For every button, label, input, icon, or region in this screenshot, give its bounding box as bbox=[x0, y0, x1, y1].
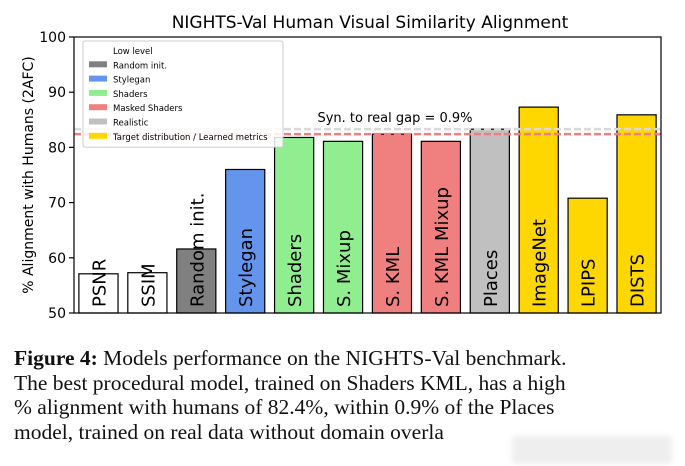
chart-title: NIGHTS-Val Human Visual Similarity Align… bbox=[172, 13, 569, 33]
y-tick-label: 70 bbox=[48, 196, 66, 212]
legend: Low level Random init. Stylegan Shaders Mask… bbox=[82, 40, 284, 148]
y-tick-label: 90 bbox=[48, 85, 66, 101]
bar bbox=[420, 140, 462, 314]
legend-label: Random init. bbox=[113, 61, 167, 71]
y-tick-label: 80 bbox=[48, 140, 66, 156]
bar bbox=[322, 140, 364, 314]
legend-label: Shaders bbox=[113, 90, 148, 100]
y-tick-label: 50 bbox=[48, 306, 66, 322]
legend-box bbox=[82, 40, 284, 148]
bar bbox=[176, 248, 217, 314]
bar bbox=[273, 136, 315, 314]
legend-swatch bbox=[89, 89, 107, 96]
y-axis-label: % Alignment with Humans (2AFC) bbox=[21, 56, 37, 294]
plot-frame bbox=[73, 36, 662, 314]
bar-label: Stylegan bbox=[236, 228, 257, 307]
bar-label: SSIM bbox=[138, 263, 159, 307]
bar-label: PSNR bbox=[89, 259, 110, 307]
bar bbox=[371, 133, 413, 314]
caption-line: The best procedural model, trained on Sh… bbox=[14, 370, 566, 395]
bar-label: ImageNet bbox=[530, 219, 551, 307]
gap-annotation: Syn. to real gap = 0.9% bbox=[317, 111, 472, 126]
legend-swatch bbox=[89, 104, 107, 111]
reference-lines-layer bbox=[74, 127, 661, 136]
figure-caption: Figure 4: Models performance on the NIGH… bbox=[14, 346, 674, 444]
caption-line: model, trained on real data without doma… bbox=[14, 419, 444, 444]
legend-label: Target distribution / Learned metrics bbox=[112, 133, 268, 143]
watermark-blur bbox=[512, 436, 672, 464]
bar-label: S. Mixup bbox=[334, 230, 355, 307]
axes-layer: 50 60 70 80 90 100 bbox=[39, 30, 662, 322]
legend-label: Masked Shaders bbox=[113, 104, 183, 114]
bar bbox=[518, 106, 559, 314]
y-tick-label: 100 bbox=[39, 30, 66, 46]
caption-line: % alignment with humans of 82.4%, within… bbox=[14, 395, 555, 419]
bar-label: S. KML bbox=[383, 247, 404, 307]
legend-swatch bbox=[89, 75, 107, 82]
bar-label: LPIPS bbox=[579, 259, 600, 307]
bar bbox=[78, 273, 119, 314]
legend-swatch bbox=[89, 132, 107, 139]
bar-label: S. KML Mixup bbox=[432, 187, 453, 307]
caption-label: Figure 4: bbox=[14, 346, 98, 370]
bar-label: Places bbox=[481, 250, 502, 307]
bars-layer: PSNR SSIM Random init. Stylegan Shaders S. Mi… bbox=[78, 106, 657, 314]
y-tick-label: 60 bbox=[48, 251, 66, 267]
bar-chart: NIGHTS-Val Human Visual Similarity Align… bbox=[21, 13, 662, 322]
bar-label: DISTS bbox=[628, 254, 649, 307]
bar bbox=[225, 168, 266, 314]
legend-swatch bbox=[89, 118, 107, 125]
legend-swatch bbox=[89, 61, 107, 68]
legend-swatch bbox=[88, 46, 108, 54]
legend-label: Stylegan bbox=[113, 76, 150, 86]
legend-label: Realistic bbox=[113, 119, 149, 129]
bar-label: Shaders bbox=[285, 234, 306, 307]
bar-label: Random init. bbox=[187, 193, 208, 307]
caption-line: Models performance on the NIGHTS-Val ben… bbox=[97, 346, 567, 370]
legend-label: Low level bbox=[113, 47, 153, 57]
